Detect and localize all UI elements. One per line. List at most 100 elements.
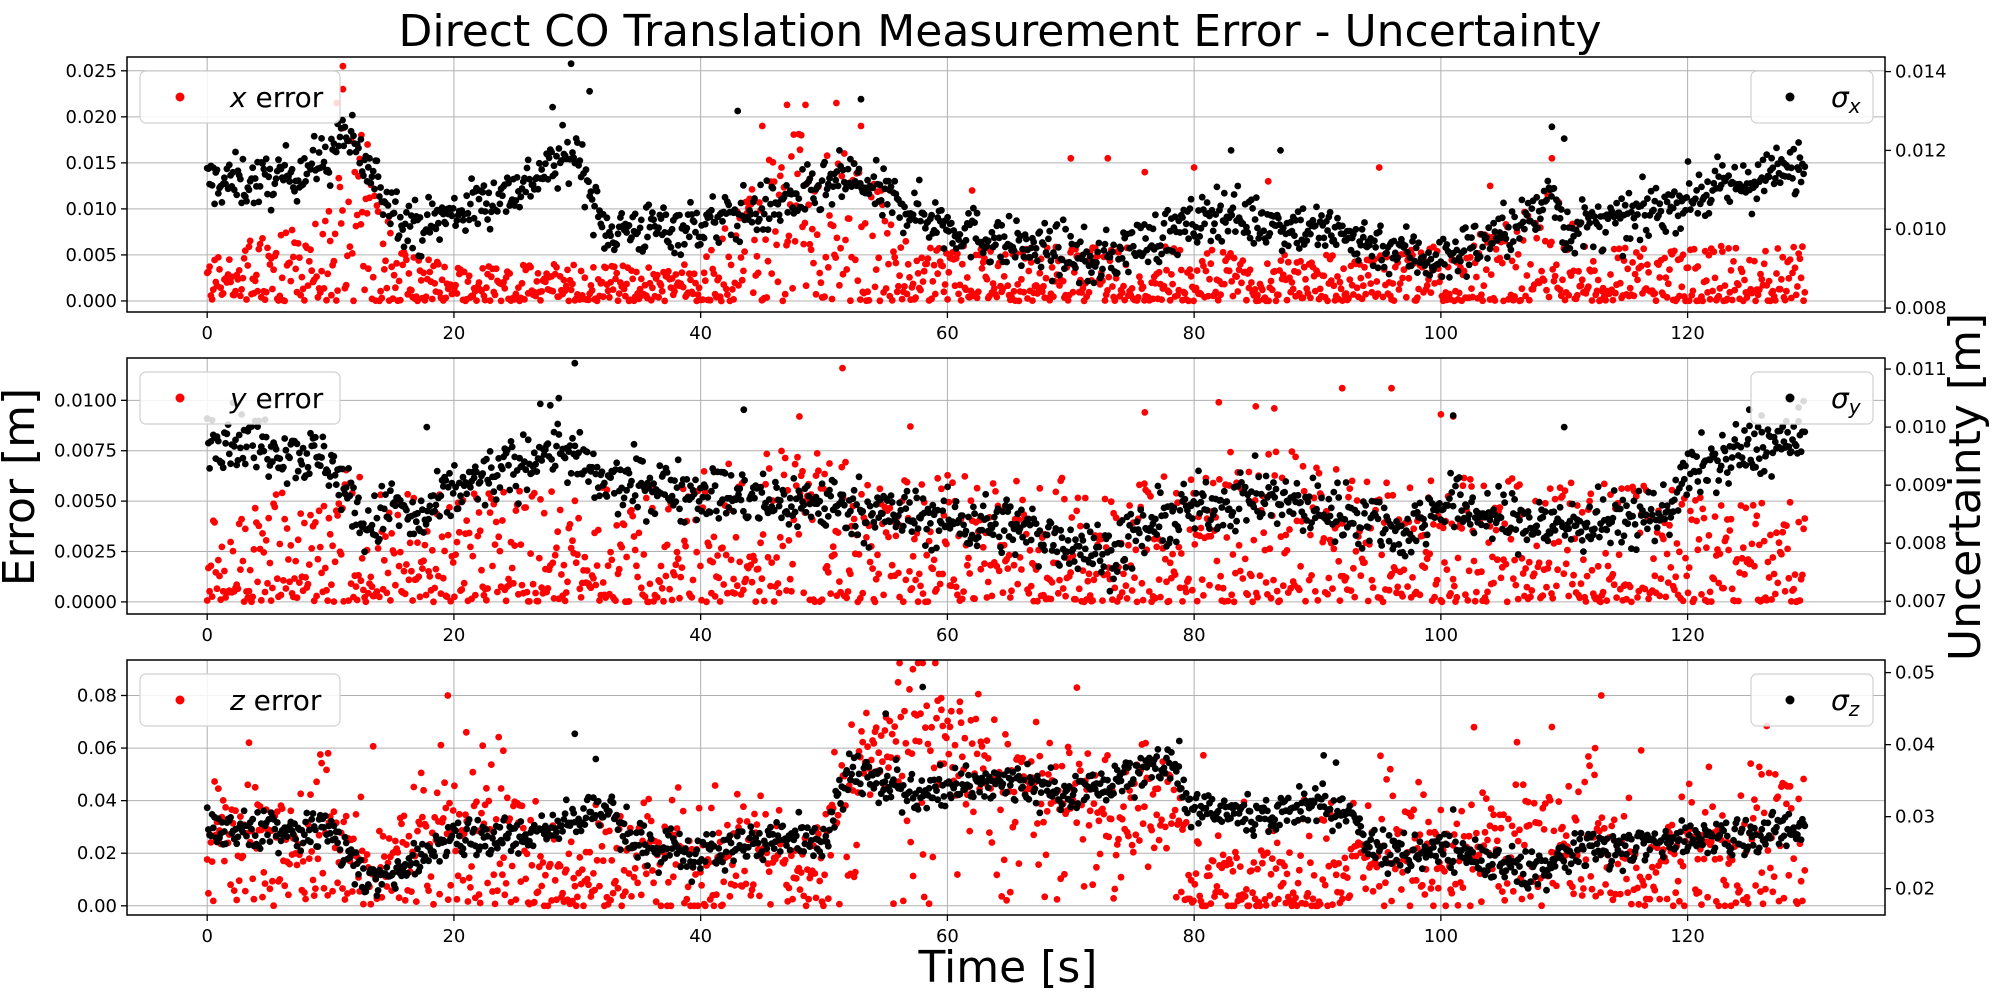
sigma-point bbox=[1219, 521, 1227, 529]
sigma-point bbox=[1255, 473, 1263, 481]
sigma-point bbox=[956, 231, 964, 238]
error-point bbox=[1122, 582, 1130, 590]
sigma-point bbox=[1625, 189, 1633, 197]
error-point bbox=[988, 592, 996, 600]
sigma-point bbox=[225, 450, 233, 458]
legend-error: x error bbox=[139, 70, 341, 124]
error-point bbox=[1004, 282, 1012, 290]
error-point bbox=[1644, 261, 1651, 268]
error-point bbox=[1593, 287, 1601, 295]
error-point bbox=[1730, 258, 1737, 265]
sigma-point bbox=[490, 179, 498, 187]
error-point bbox=[1353, 497, 1361, 504]
sigma-point bbox=[822, 191, 830, 199]
sigma-point bbox=[1113, 269, 1121, 277]
sigma-point bbox=[453, 217, 461, 224]
sigma-point bbox=[1596, 223, 1603, 231]
sigma-point bbox=[551, 170, 559, 178]
sigma-point bbox=[1144, 535, 1152, 542]
error-point bbox=[940, 288, 948, 296]
sigma-point bbox=[625, 222, 633, 229]
sigma-point bbox=[431, 507, 439, 515]
sigma-point bbox=[1335, 494, 1343, 501]
error-point bbox=[1359, 282, 1367, 290]
error-point bbox=[1626, 583, 1634, 591]
error-point bbox=[449, 559, 457, 566]
error-point bbox=[232, 287, 239, 295]
sigma-point bbox=[1152, 515, 1159, 523]
sigma-point bbox=[551, 462, 559, 470]
error-point bbox=[441, 263, 448, 271]
sigma-point bbox=[759, 470, 767, 478]
error-point bbox=[1770, 570, 1778, 578]
error-point bbox=[451, 593, 458, 601]
error-point bbox=[914, 270, 922, 277]
error-point bbox=[1340, 265, 1347, 273]
sigma-point bbox=[965, 513, 972, 521]
sigma-point bbox=[1789, 175, 1796, 182]
sigma-point bbox=[1041, 219, 1049, 227]
sigma-point bbox=[379, 525, 387, 533]
sigma-point bbox=[1105, 532, 1113, 540]
error-point bbox=[1254, 291, 1261, 299]
error-point bbox=[1695, 536, 1703, 543]
sigma-point bbox=[613, 241, 621, 249]
error-point bbox=[1229, 292, 1237, 300]
error-point bbox=[518, 279, 526, 287]
sigma-point bbox=[836, 147, 843, 154]
error-point bbox=[339, 85, 347, 93]
error-point bbox=[1694, 546, 1702, 554]
sigma-point bbox=[780, 490, 788, 498]
error-point bbox=[826, 212, 833, 219]
error-point bbox=[1624, 265, 1632, 273]
sigma-point bbox=[785, 521, 793, 528]
error-point bbox=[1379, 598, 1387, 606]
sigma-point bbox=[474, 220, 482, 228]
error-point bbox=[633, 268, 640, 276]
error-point bbox=[502, 597, 510, 605]
error-point bbox=[1337, 285, 1345, 293]
error-point bbox=[405, 576, 413, 584]
error-point bbox=[918, 254, 926, 262]
error-point bbox=[1217, 572, 1224, 580]
error-point bbox=[1502, 560, 1510, 568]
error-point bbox=[390, 549, 398, 557]
error-point bbox=[1125, 541, 1132, 549]
error-point bbox=[575, 514, 582, 522]
sigma-point bbox=[807, 513, 815, 521]
error-point bbox=[307, 246, 314, 254]
sigma-point bbox=[967, 253, 975, 261]
error-point bbox=[1289, 285, 1297, 293]
error-point bbox=[404, 490, 412, 498]
sigma-point bbox=[1100, 563, 1108, 570]
sigma-point bbox=[1313, 203, 1320, 211]
error-point bbox=[720, 581, 728, 588]
sigma-point bbox=[332, 148, 340, 156]
x-tick-label: 120 bbox=[1670, 323, 1704, 344]
sigma-point bbox=[1211, 220, 1218, 228]
sigma-point bbox=[1236, 469, 1244, 476]
error-point bbox=[934, 474, 942, 482]
sigma-point bbox=[1634, 211, 1641, 218]
sigma-point bbox=[316, 462, 324, 470]
error-point bbox=[330, 257, 338, 265]
sigma-point bbox=[1657, 207, 1665, 215]
sigma-point bbox=[737, 199, 745, 207]
sigma-point bbox=[1279, 224, 1287, 232]
error-point bbox=[1347, 587, 1355, 594]
sigma-point bbox=[251, 175, 259, 182]
sigma-point bbox=[865, 544, 873, 551]
error-point bbox=[453, 290, 461, 297]
sigma-point bbox=[902, 505, 910, 512]
sigma-point bbox=[1032, 245, 1040, 252]
sigma-point bbox=[233, 191, 241, 199]
error-point bbox=[1295, 586, 1303, 594]
error-point bbox=[633, 562, 640, 570]
sigma-point bbox=[1703, 191, 1710, 199]
sigma-point bbox=[1206, 212, 1213, 220]
error-point bbox=[431, 584, 439, 592]
error-point bbox=[227, 278, 235, 286]
error-point bbox=[1492, 245, 1500, 253]
error-point bbox=[1409, 574, 1416, 581]
error-point bbox=[1187, 476, 1195, 484]
